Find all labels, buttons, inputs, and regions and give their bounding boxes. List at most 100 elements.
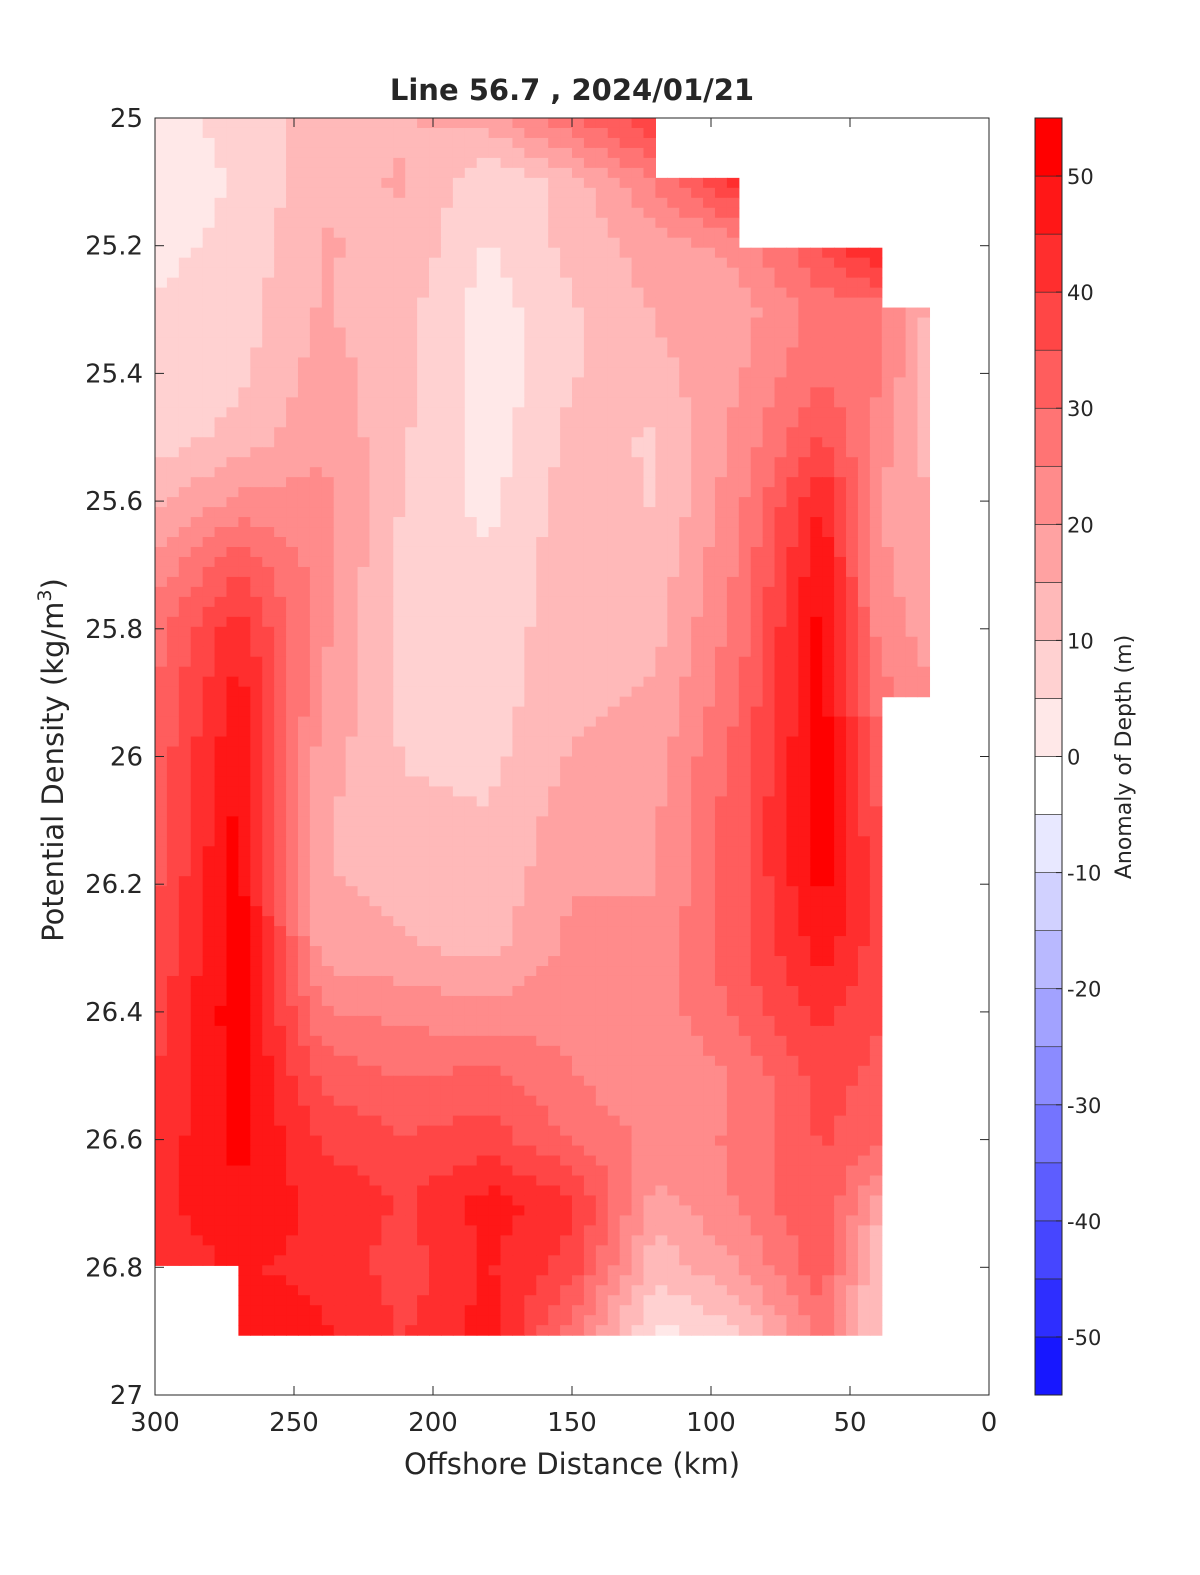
contour-cell <box>452 876 466 887</box>
contour-cell <box>738 916 752 927</box>
contour-cell <box>512 606 525 618</box>
contour-cell <box>869 437 883 448</box>
contour-cell <box>846 477 859 488</box>
contour-cell <box>607 247 621 259</box>
contour-cell <box>595 437 609 448</box>
contour-cell <box>309 157 323 169</box>
contour-cell <box>286 287 299 299</box>
contour-cell <box>452 297 466 309</box>
contour-cell <box>286 896 299 907</box>
contour-cell <box>297 357 311 369</box>
contour-cell <box>488 646 502 658</box>
contour-cell <box>774 706 788 718</box>
contour-cell <box>238 417 251 428</box>
contour-cell <box>309 886 323 897</box>
contour-cell <box>369 626 382 638</box>
contour-cell <box>214 666 228 678</box>
contour-cell <box>834 556 847 568</box>
contour-cell <box>846 836 859 847</box>
contour-cell <box>750 626 764 638</box>
contour-cell <box>476 616 490 628</box>
contour-cell <box>703 277 716 289</box>
contour-cell <box>846 756 859 768</box>
contour-cell <box>536 367 549 378</box>
contour-cell <box>214 287 228 299</box>
contour-cell <box>476 726 490 738</box>
contour-cell <box>417 507 430 518</box>
contour-cell <box>572 367 585 378</box>
contour-cell <box>643 586 656 598</box>
contour-cell <box>560 257 573 269</box>
contour-cell <box>714 836 728 847</box>
contour-cell <box>262 866 275 877</box>
contour-cell <box>655 676 668 688</box>
contour-cell <box>309 706 323 718</box>
contour-cell <box>524 596 537 608</box>
contour-cell <box>417 596 430 608</box>
contour-cell <box>750 477 764 488</box>
contour-cell <box>440 237 454 249</box>
contour-cell <box>869 926 883 937</box>
contour-cell <box>357 118 371 129</box>
contour-cell <box>774 317 788 329</box>
contour-cell <box>631 257 645 269</box>
contour-cell <box>333 297 347 309</box>
contour-cell <box>214 646 228 658</box>
contour-cell <box>369 137 382 149</box>
contour-cell <box>572 127 585 139</box>
contour-cell <box>679 876 692 887</box>
contour-cell <box>679 606 692 618</box>
contour-cell <box>226 227 239 239</box>
contour-cell <box>846 267 859 279</box>
contour-cell <box>226 606 239 618</box>
contour-cell <box>155 327 168 339</box>
contour-cell <box>512 447 525 458</box>
contour-cell <box>834 517 847 528</box>
contour-cell <box>536 556 549 568</box>
contour-cell <box>679 546 692 558</box>
contour-cell <box>536 786 549 798</box>
contour-cell <box>417 936 430 947</box>
contour-cell <box>262 387 275 398</box>
contour-cell <box>691 297 704 309</box>
contour-cell <box>691 307 704 319</box>
contour-cell <box>357 247 371 259</box>
contour-cell <box>762 507 776 518</box>
contour-cell <box>548 327 561 339</box>
contour-cell <box>703 357 716 369</box>
contour-cell <box>822 896 835 907</box>
contour-cell <box>798 317 811 329</box>
contour-cell <box>393 776 406 788</box>
contour-cell <box>750 287 764 299</box>
contour-cell <box>619 297 633 309</box>
contour-cell <box>774 716 788 728</box>
contour-cell <box>190 487 204 498</box>
contour-cell <box>607 167 621 179</box>
contour-cell <box>536 796 549 807</box>
contour-cell <box>440 606 454 618</box>
contour-cell <box>655 187 668 199</box>
contour-cell <box>798 556 811 568</box>
contour-cell <box>655 656 668 668</box>
contour-cell <box>262 187 275 199</box>
contour-cell <box>560 846 573 857</box>
contour-cell <box>548 397 561 408</box>
contour-cell <box>476 257 490 269</box>
contour-cell <box>834 876 847 887</box>
contour-cell <box>655 646 668 658</box>
contour-cell <box>917 686 931 698</box>
contour-cell <box>643 676 656 688</box>
contour-cell <box>917 337 931 349</box>
contour-cell <box>857 556 871 568</box>
contour-cell <box>679 357 692 369</box>
contour-cell <box>536 347 549 359</box>
contour-cell <box>297 177 311 189</box>
contour-cell <box>750 556 764 568</box>
contour-cell <box>548 936 561 947</box>
contour-cell <box>500 317 514 329</box>
contour-cell <box>560 527 573 538</box>
contour-cell <box>333 766 347 778</box>
contour-cell <box>572 337 585 349</box>
contour-cell <box>321 118 335 129</box>
contour-cell <box>607 746 621 758</box>
